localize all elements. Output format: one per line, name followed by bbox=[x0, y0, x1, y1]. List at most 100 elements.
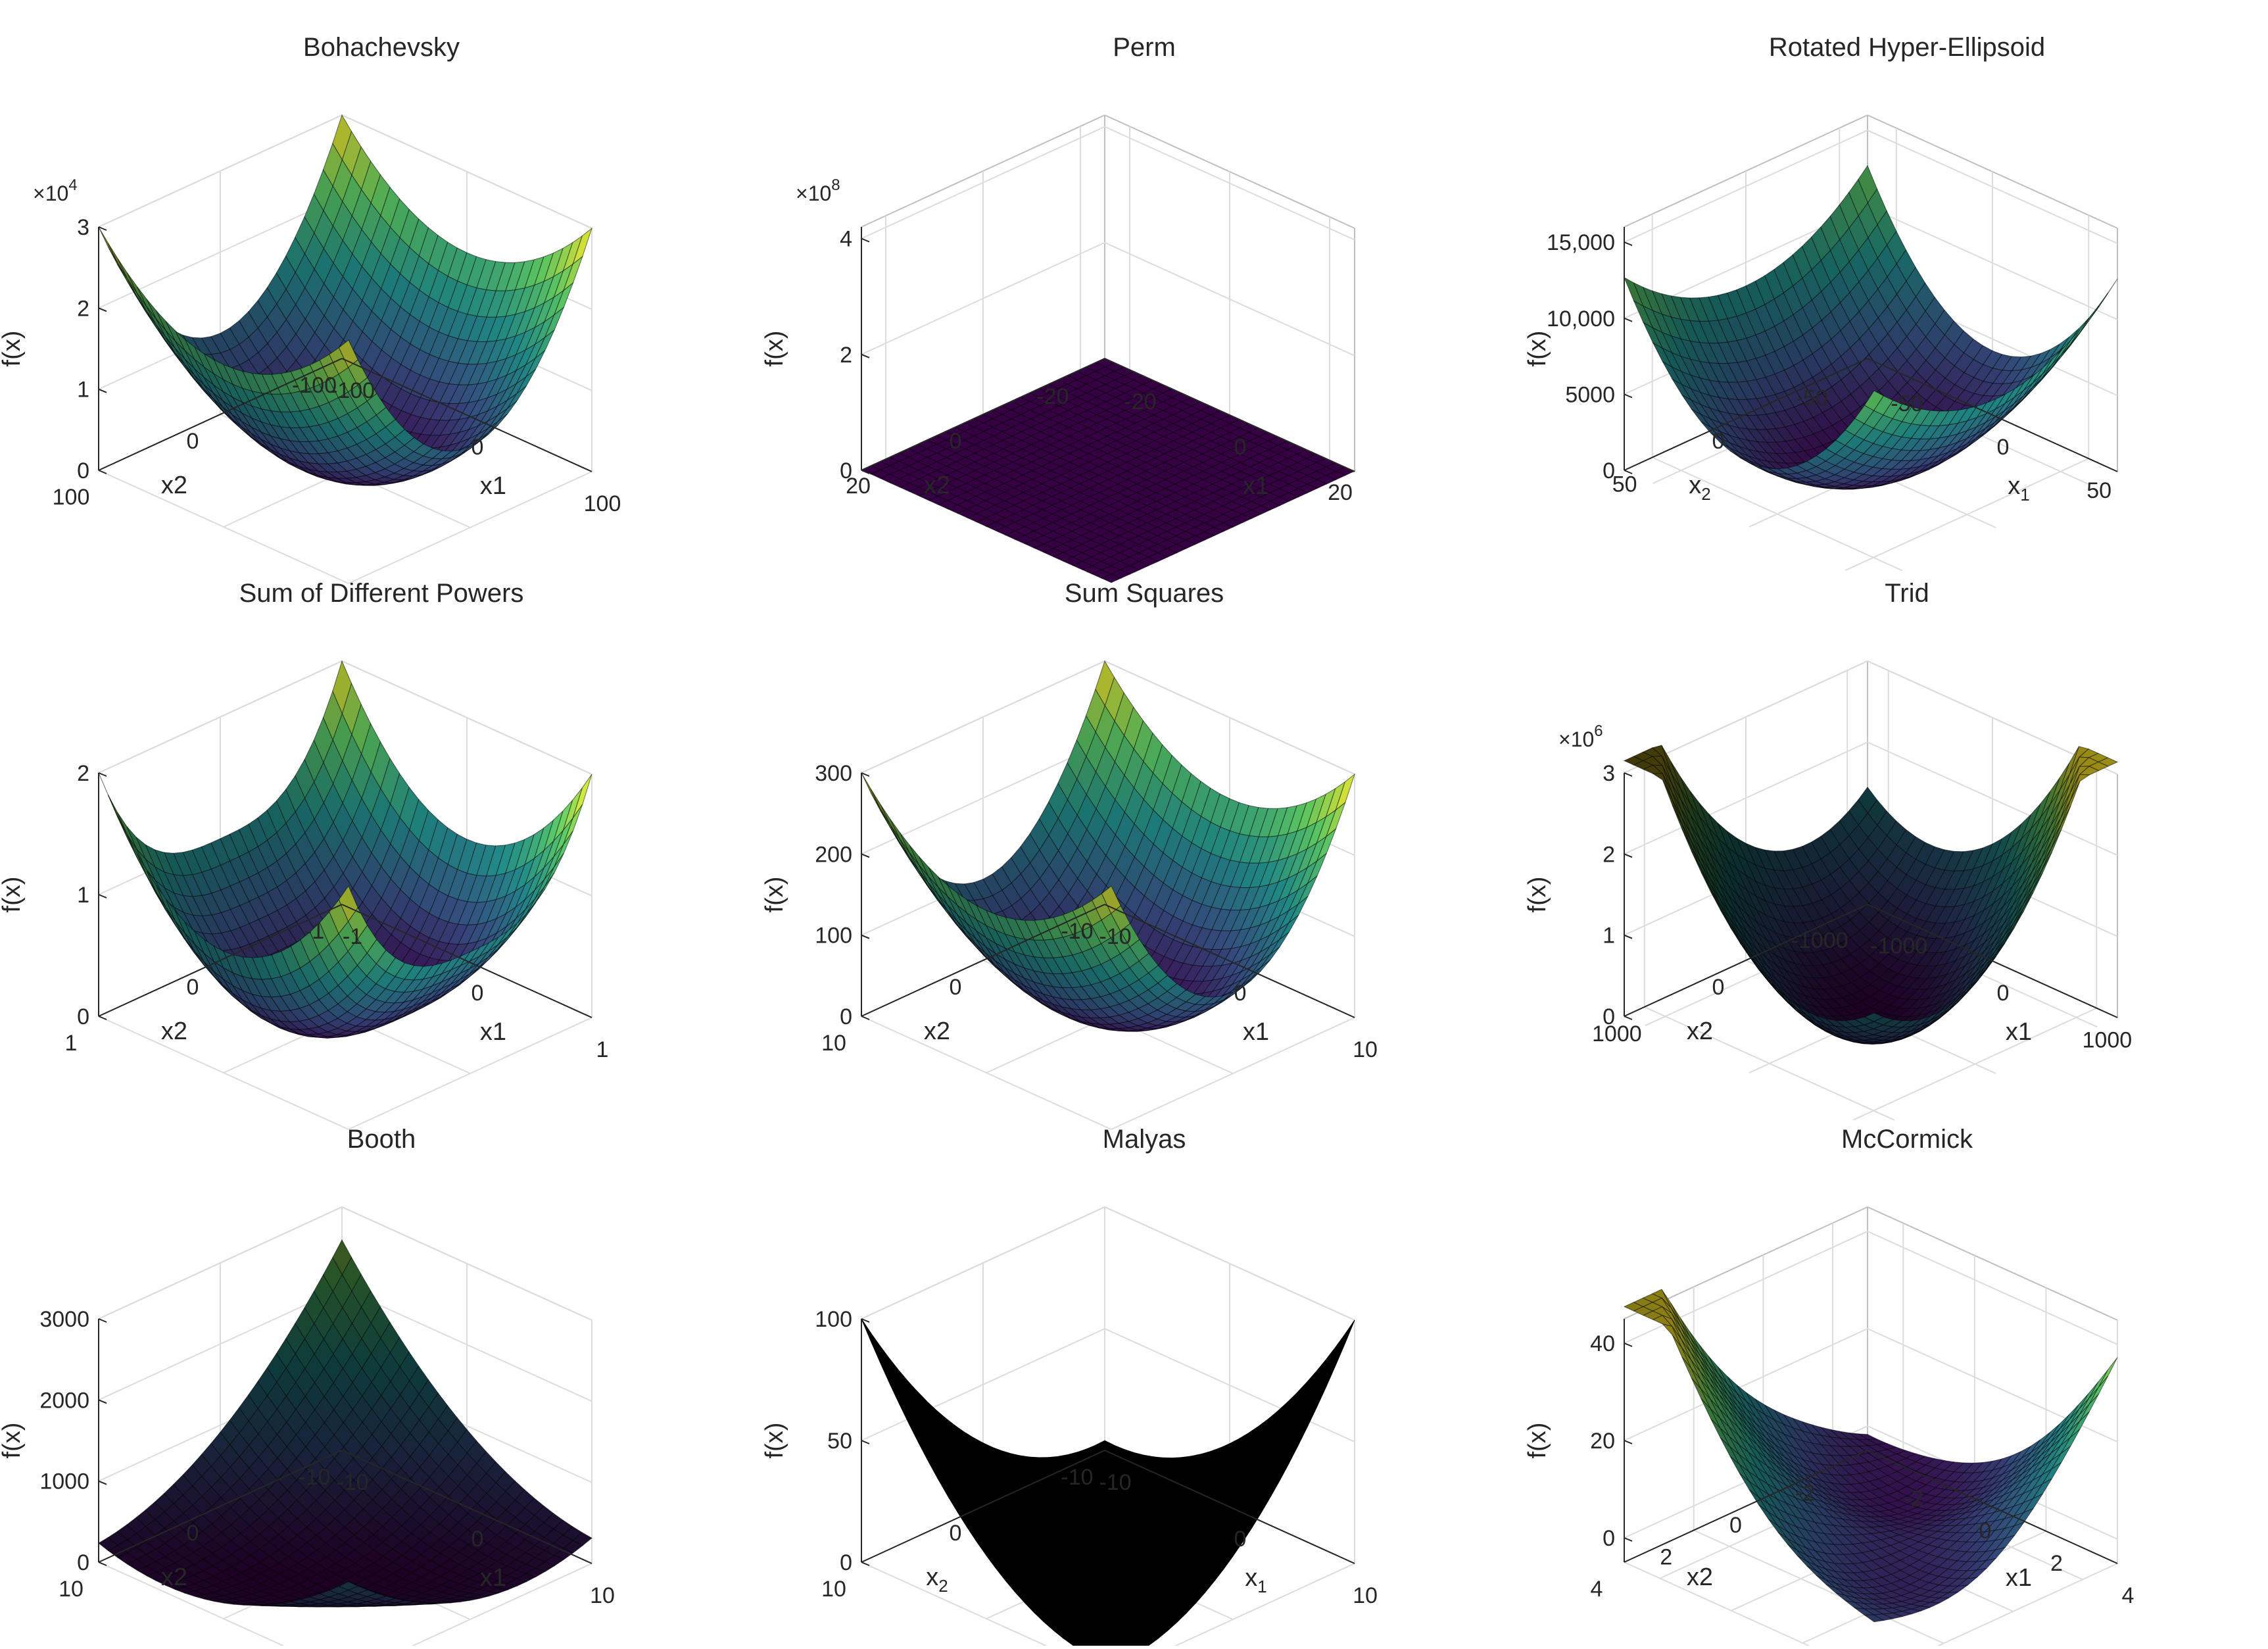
y-axis-label: x2 bbox=[161, 1018, 187, 1045]
x-tick-label: 1 bbox=[596, 1037, 609, 1062]
surface bbox=[1624, 166, 2117, 489]
x-axis-label: x1 bbox=[2008, 472, 2029, 505]
y-tick-label: -100 bbox=[292, 373, 337, 398]
y-tick-label: -10 bbox=[1061, 919, 1093, 944]
y-tick-label: 20 bbox=[846, 474, 871, 499]
z-axis-label: f(x) bbox=[1524, 331, 1551, 367]
z-exponent-base: ×10 bbox=[1558, 727, 1594, 751]
z-tick bbox=[1624, 242, 1632, 245]
x-tick-label: 0 bbox=[471, 1527, 484, 1552]
x-tick-label: 0 bbox=[471, 435, 484, 460]
z-tick-label: 0 bbox=[77, 1004, 89, 1029]
z-tick bbox=[99, 308, 107, 311]
x-axis-label: x1 bbox=[480, 1018, 506, 1046]
surface bbox=[861, 358, 1355, 583]
surface-patch bbox=[881, 804, 900, 839]
z-tick-label: 1000 bbox=[39, 1469, 89, 1494]
y-axis-label: x2 bbox=[924, 472, 950, 499]
z-axis-label: f(x) bbox=[1524, 877, 1551, 913]
x-tick-label: 1000 bbox=[2083, 1028, 2133, 1053]
x-tick-label: 0 bbox=[1234, 981, 1247, 1006]
grid-line bbox=[861, 127, 1355, 240]
z-exponent-power: 8 bbox=[831, 176, 840, 194]
x-tick-label: -50 bbox=[1891, 391, 1923, 416]
z-tick bbox=[99, 470, 107, 474]
z-tick-label: 1 bbox=[1603, 923, 1615, 948]
z-tick-label: 200 bbox=[815, 842, 852, 867]
x-axis-label-subscript: 1 bbox=[2020, 485, 2029, 505]
x-tick-label: 0 bbox=[1997, 981, 2010, 1006]
z-tick-label: 15,000 bbox=[1547, 230, 1615, 255]
surface bbox=[861, 661, 1355, 1031]
x-tick-label: -100 bbox=[330, 378, 375, 403]
z-exponent: ×106 bbox=[1558, 722, 1603, 751]
x-tick-label: 10 bbox=[1353, 1037, 1378, 1062]
surface bbox=[1624, 745, 2117, 1044]
z-tick bbox=[99, 1319, 107, 1322]
z-exponent-base: ×10 bbox=[796, 182, 831, 205]
y-axis-label-subscript: 2 bbox=[1701, 484, 1710, 504]
z-tick-label: 3 bbox=[77, 215, 89, 240]
y-tick-label: 0 bbox=[1712, 429, 1725, 454]
z-tick bbox=[861, 355, 869, 358]
z-tick-label: 1 bbox=[77, 378, 89, 403]
y-tick-label: 10 bbox=[821, 1031, 846, 1056]
y-tick-label: 100 bbox=[53, 485, 90, 510]
z-tick bbox=[99, 1481, 107, 1485]
z-tick bbox=[99, 389, 107, 393]
subplot-title: Sum of Different Powers bbox=[239, 579, 524, 608]
z-tick-label: 10,000 bbox=[1547, 307, 1615, 332]
surface-patch bbox=[128, 273, 147, 306]
y-tick-label: 1 bbox=[65, 1031, 78, 1056]
x-tick-label: -1000 bbox=[1870, 933, 1927, 958]
z-tick-label: 4 bbox=[840, 227, 852, 252]
z-tick-label: 3000 bbox=[39, 1307, 89, 1332]
z-axis-label: f(x) bbox=[761, 331, 788, 367]
z-tick-label: 2 bbox=[1603, 842, 1615, 867]
x-axis-label: x1 bbox=[480, 472, 506, 500]
z-tick-label: 1 bbox=[77, 883, 89, 908]
z-tick-label: 2000 bbox=[39, 1388, 89, 1413]
z-tick bbox=[99, 1562, 107, 1565]
z-tick bbox=[1624, 854, 1632, 857]
subplot-title: Bohachevsky bbox=[303, 33, 460, 62]
z-tick-label: 300 bbox=[815, 761, 852, 786]
x-tick-label: 0 bbox=[471, 981, 484, 1006]
x-tick-label: 10 bbox=[590, 1583, 615, 1608]
x-tick-label: 100 bbox=[584, 491, 621, 516]
y-tick-label: 0 bbox=[187, 429, 199, 454]
z-tick bbox=[1624, 394, 1632, 397]
y-tick-label: 50 bbox=[1612, 472, 1637, 497]
x-tick-label: -10 bbox=[1099, 924, 1131, 949]
x-axis-label: x1 bbox=[1243, 1018, 1269, 1046]
y-axis-label: x2 bbox=[1687, 1018, 1713, 1045]
z-tick bbox=[861, 239, 869, 242]
z-tick-label: 0 bbox=[77, 1550, 89, 1575]
x-axis-label: x1 bbox=[2006, 1018, 2032, 1046]
z-tick bbox=[861, 935, 869, 939]
z-tick bbox=[861, 1016, 869, 1020]
z-tick-label: 0 bbox=[77, 458, 89, 483]
surface bbox=[99, 115, 592, 485]
z-tick bbox=[99, 895, 107, 898]
z-tick bbox=[99, 1016, 107, 1020]
z-axis-label: f(x) bbox=[0, 331, 26, 367]
z-tick bbox=[861, 854, 869, 857]
surface-patch bbox=[118, 812, 137, 849]
z-axis-label: f(x) bbox=[0, 877, 26, 913]
grid-line bbox=[1624, 661, 2117, 774]
z-tick bbox=[1624, 1016, 1632, 1020]
grid-line bbox=[861, 243, 1355, 356]
y-tick-label: -50 bbox=[1796, 386, 1828, 411]
z-exponent: ×108 bbox=[796, 176, 840, 205]
x-tick-label: -10 bbox=[336, 1470, 368, 1495]
z-tick-label: 100 bbox=[815, 923, 852, 948]
z-tick bbox=[99, 1400, 107, 1403]
z-tick bbox=[1624, 318, 1632, 322]
y-tick-label: -20 bbox=[1036, 384, 1069, 409]
z-exponent-power: 6 bbox=[1594, 722, 1603, 740]
